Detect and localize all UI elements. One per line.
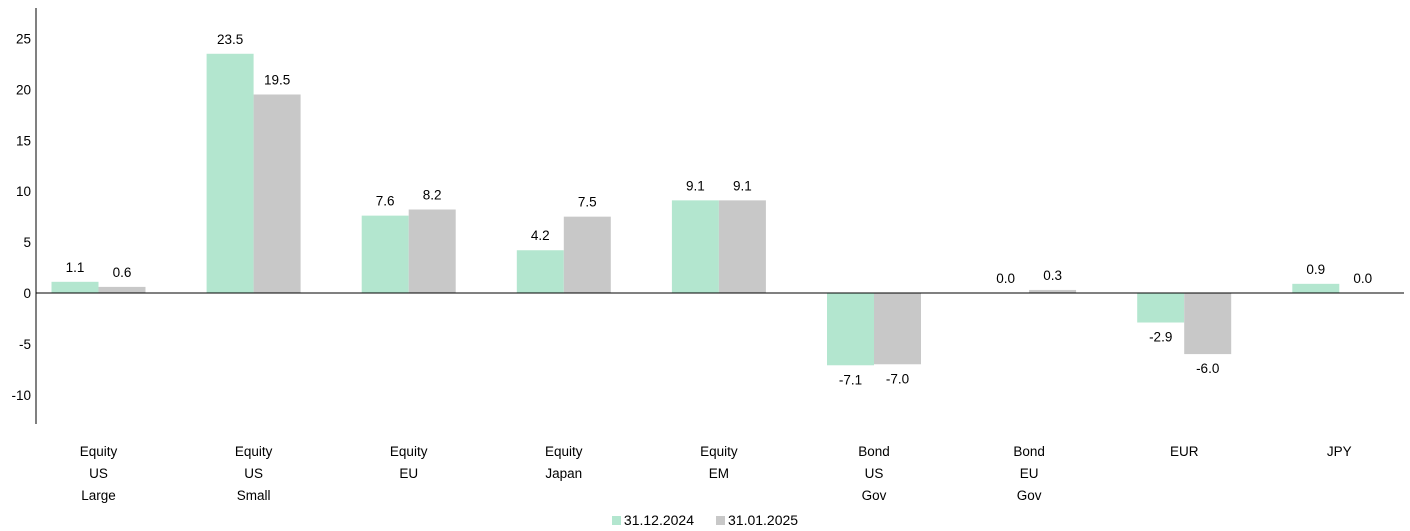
bar-series-2 [1184,293,1232,355]
y-tick-label: 0 [23,286,31,301]
legend-item-series-2: 31.01.2025 [716,512,798,528]
bar-series-1 [1292,283,1340,293]
y-tick-label: 15 [16,133,31,148]
bar-series-1 [51,281,99,293]
x-category-label: JPY [1327,444,1352,459]
y-tick-label: -5 [19,337,31,352]
data-label-series-2: 7.5 [578,195,597,210]
bar-series-1 [827,293,874,366]
bar-series-2 [718,200,766,293]
x-axis-labels: Equity US Large Equity US Small Equity EU Equity… [80,444,1352,503]
data-label-series-1: 23.5 [217,32,243,47]
bar-series-2 [1029,289,1077,293]
y-axis: 25 20 15 10 5 0 -5 -10 [11,8,37,424]
bar-series-2 [98,286,146,293]
legend-item-series-1: 31.12.2024 [611,512,694,528]
data-label-series-1: 0.0 [996,271,1015,286]
legend-label-series-2: 31.01.2025 [728,512,799,528]
bar-series-2 [408,209,456,293]
data-label-series-2: 0.0 [1353,271,1372,286]
x-category-label: EU [399,466,418,481]
legend: 31.12.2024 31.01.2025 [0,510,1410,530]
x-category-label: Small [237,488,271,503]
data-label-series-2: 9.1 [733,178,752,193]
y-tick-label: -10 [11,388,31,403]
bar-series-1 [1137,293,1185,323]
legend-swatch-series-1 [611,515,621,525]
x-category-label: Equity [80,444,118,459]
data-label-series-2: 0.6 [113,265,132,280]
x-category-label: Gov [862,488,887,503]
bar-series-2 [253,94,301,294]
data-label-series-1: 1.1 [66,260,85,275]
x-category-label: EUR [1170,444,1199,459]
y-tick-label: 25 [16,32,31,47]
x-category-label: Equity [390,444,428,459]
x-category-label: Bond [858,444,890,459]
data-label-series-1: -2.9 [1149,330,1172,345]
x-category-label: Bond [1013,444,1045,459]
data-label-series-2: 0.3 [1043,268,1062,283]
bar-series-2 [874,293,921,365]
legend-swatch-series-2 [716,515,725,525]
bar-series-1 [206,53,254,293]
x-category-label: US [89,466,108,481]
x-category-label: Gov [1017,488,1042,503]
bar-series-1 [671,200,719,293]
data-label-series-1: -7.1 [839,372,862,387]
x-category-label: US [244,466,263,481]
x-category-label: Equity [700,444,738,459]
data-labels: 1.1 0.6 23.5 19.5 7.6 8.2 4.2 7.5 9.1 9.1 -7.1 -7.0… [66,32,1373,388]
x-category-label: US [865,466,884,481]
bar-series-1 [516,250,564,293]
data-label-series-1: 9.1 [686,178,705,193]
legend-label-series-1: 31.12.2024 [623,512,694,528]
data-label-series-2: -7.0 [886,371,909,386]
y-tick-label: 20 [16,82,31,97]
bars [36,53,1404,366]
data-label-series-2: 19.5 [264,72,290,87]
bar-series-2 [563,216,611,293]
x-category-label: Japan [545,466,582,481]
y-tick-label: 10 [16,184,31,199]
y-tick-label: 5 [23,235,31,250]
x-category-label: Equity [235,444,273,459]
data-label-series-2: -6.0 [1196,361,1219,376]
x-category-label: Equity [545,444,583,459]
data-label-series-1: 7.6 [376,194,395,209]
data-label-series-2: 8.2 [423,188,442,203]
data-label-series-1: 0.9 [1306,262,1325,277]
x-category-label: Large [81,488,116,503]
x-category-label: EM [709,466,729,481]
data-label-series-1: 4.2 [531,228,550,243]
x-category-label: EU [1020,466,1039,481]
bar-series-1 [361,215,409,293]
